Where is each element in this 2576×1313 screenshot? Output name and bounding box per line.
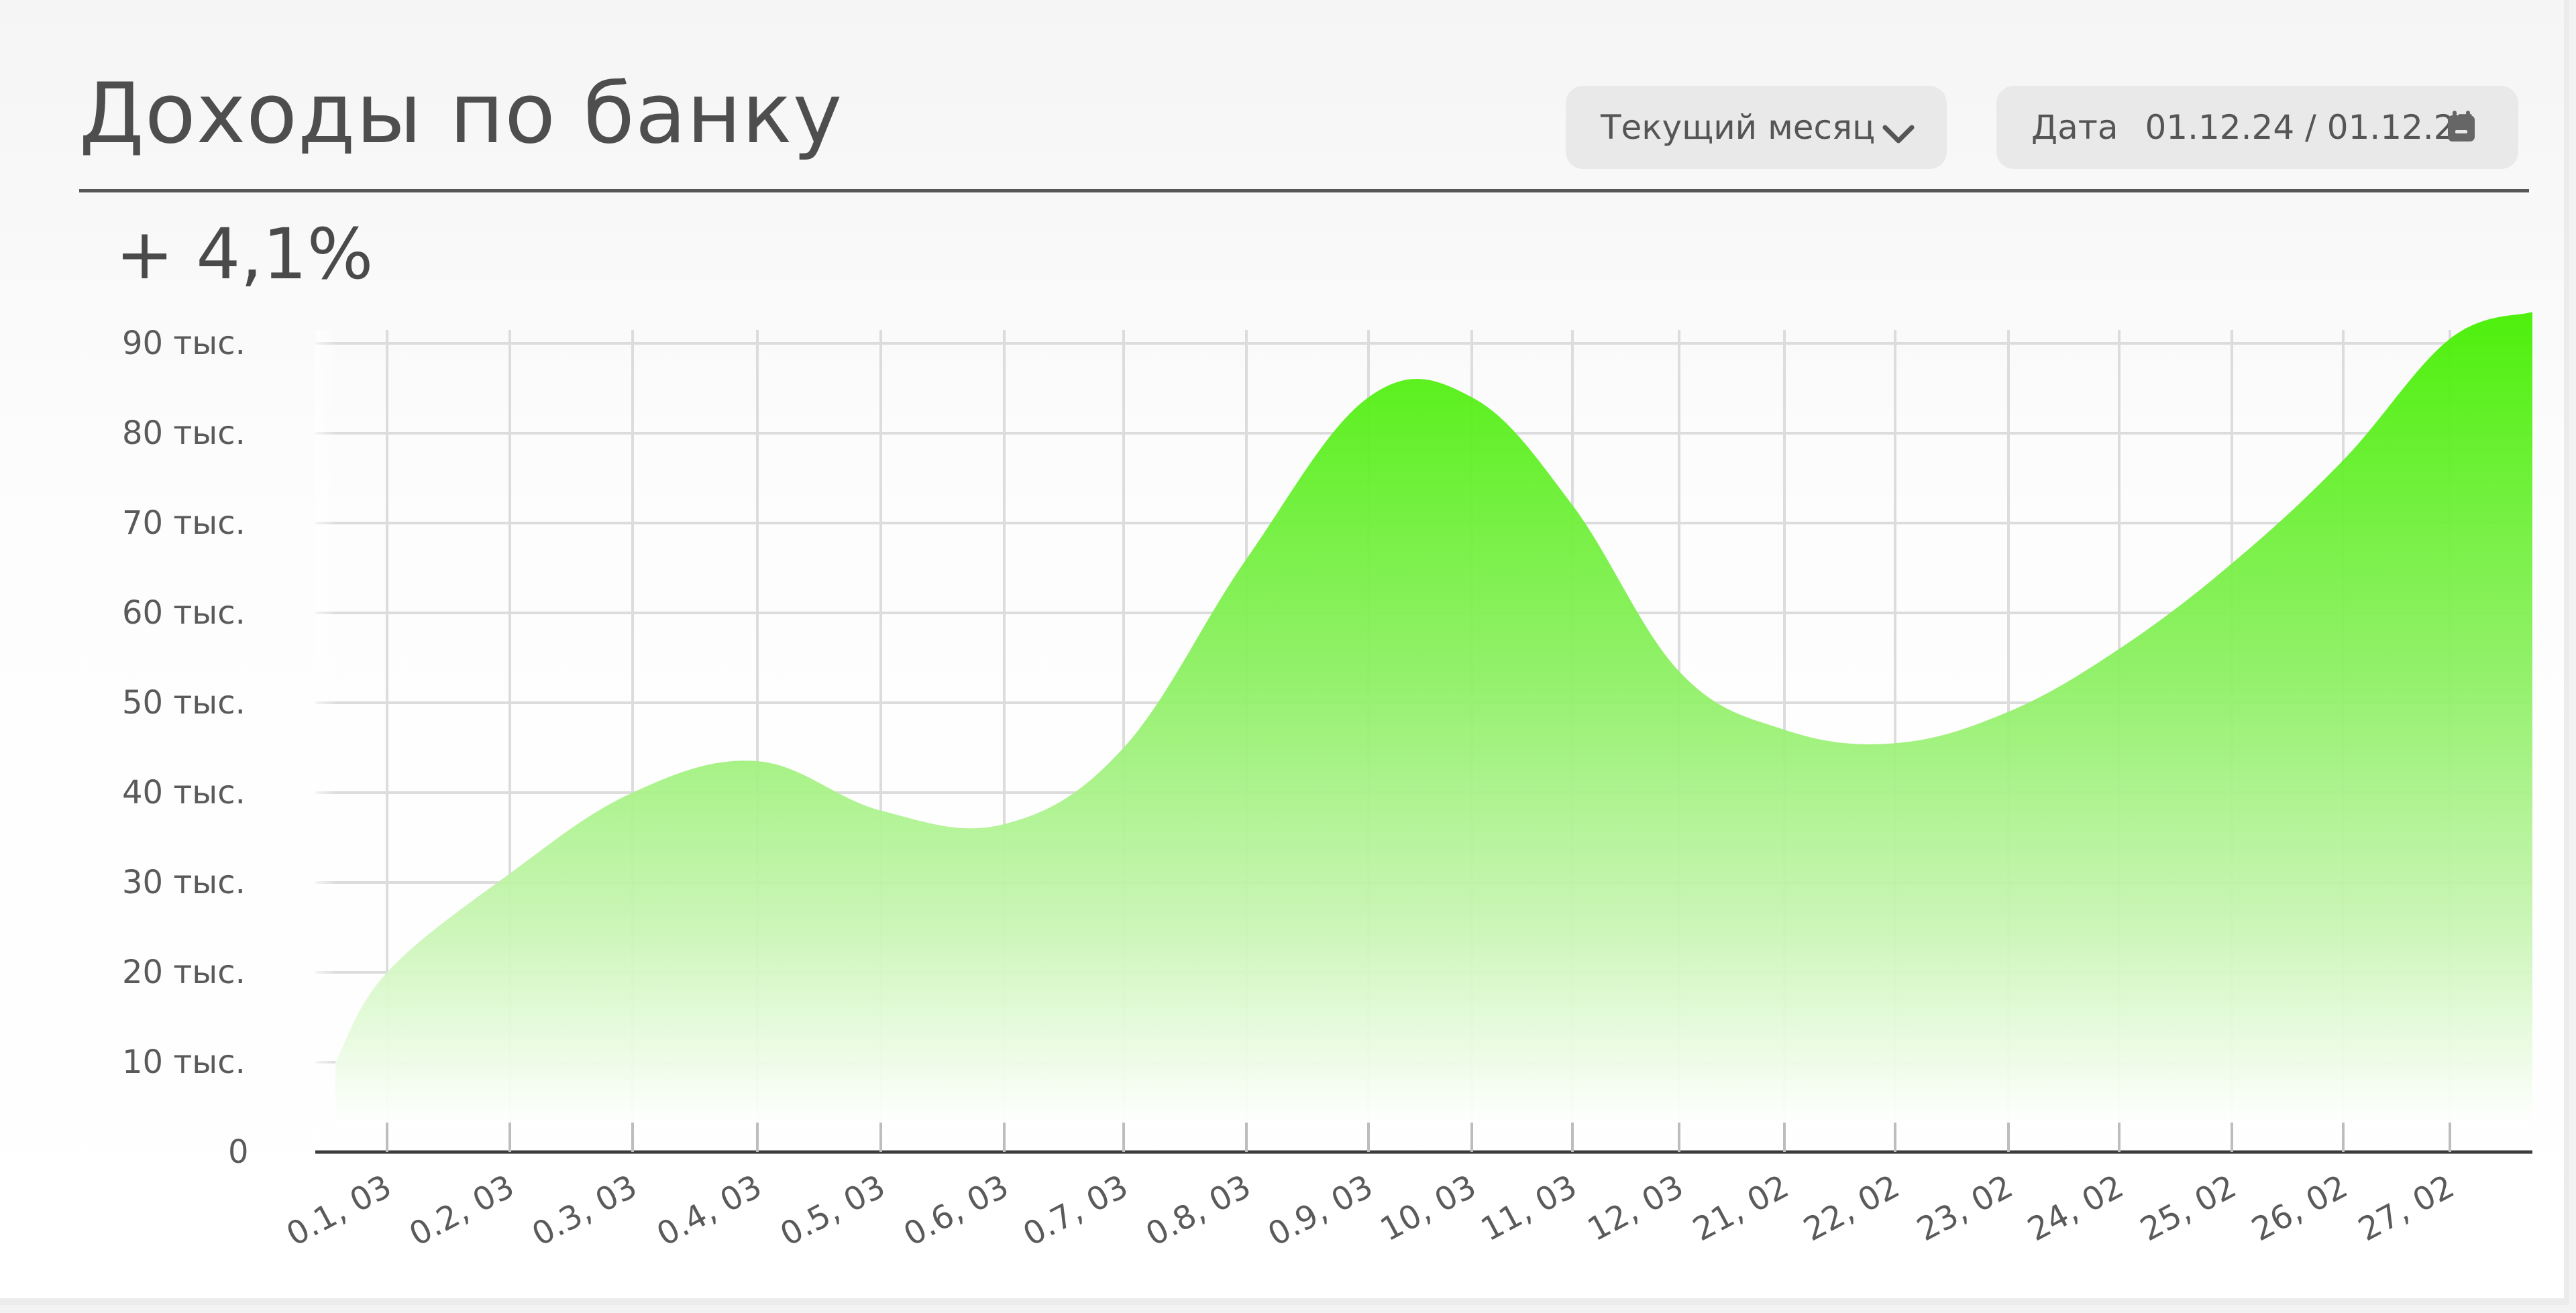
x-tick-label: 0.4, 03 [651,1167,768,1253]
x-tick-label: 24, 02 [2022,1167,2130,1249]
x-tick-label: 0.5, 03 [774,1167,892,1253]
x-tick-label: 27, 02 [2353,1167,2461,1249]
y-tick-label: 40 тыс. [122,774,246,811]
x-tick-label: 0.2, 03 [403,1167,521,1253]
data-point [1675,667,1683,675]
x-tick-label: 10, 03 [1375,1167,1483,1249]
x-tick-label: 0.3, 03 [526,1167,643,1253]
x-tick-label: 21, 02 [1687,1167,1795,1249]
x-tick-label: 26, 02 [2246,1167,2354,1249]
header-divider [79,189,2529,192]
data-point [2446,335,2454,343]
data-point [1120,744,1128,752]
page-title: Доходы по банку [79,66,843,162]
y-tick-label: 80 тыс. [122,414,246,452]
x-tick-label: 0.6, 03 [898,1167,1015,1253]
y-tick-label: 10 тыс. [122,1043,246,1081]
x-tick-label: 25, 02 [2135,1167,2243,1249]
period-select-label: Текущий месяц [1601,108,1876,147]
data-point [2228,559,2236,567]
y-tick-label: 20 тыс. [122,954,246,991]
date-label: Дата [2031,108,2118,147]
y-tick-label: 90 тыс. [122,325,246,362]
x-tick-label: 0.8, 03 [1140,1167,1257,1253]
x-tick-label: 22, 02 [1798,1167,1906,1249]
y-tick-label: 30 тыс. [122,864,246,901]
area-fade [315,330,584,1155]
date-range-value: 01.12.24 / 01.12.25 [2145,108,2477,147]
data-point [877,807,885,815]
data-point [1891,739,1899,747]
data-point [1000,820,1008,828]
date-range-picker[interactable]: Дата 01.12.24 / 01.12.25 [1996,86,2518,169]
data-point [1242,555,1250,563]
data-point [1364,393,1373,401]
series-area [335,312,2532,1126]
y-tick-label: 60 тыс. [122,594,246,632]
data-point [383,968,391,976]
period-select[interactable]: Текущий месяц [1566,86,1947,169]
y-tick-label: 0 [228,1133,249,1171]
data-point [506,870,514,878]
x-tick-label: 11, 03 [1475,1167,1583,1249]
calendar-icon[interactable] [2446,110,2477,152]
x-tick-label: 0.1, 03 [280,1167,398,1253]
change-percent: + 4,1% [115,213,374,295]
data-point [1568,501,1576,509]
data-point [1468,393,1476,401]
data-point [753,757,761,765]
y-tick-label: 50 тыс. [122,684,246,722]
x-tick-label: 0.9, 03 [1262,1167,1379,1253]
x-tick-label: 12, 03 [1582,1167,1690,1249]
data-point [2115,645,2123,653]
chevron-down-icon [1881,115,1916,154]
y-tick-label: 70 тыс. [122,504,246,542]
x-tick-label: 0.7, 03 [1017,1167,1134,1253]
x-tick-label: 23, 02 [1911,1167,2019,1249]
data-point [629,789,637,797]
data-point [2004,707,2012,716]
data-point [1780,726,1788,734]
data-point [2339,456,2347,464]
